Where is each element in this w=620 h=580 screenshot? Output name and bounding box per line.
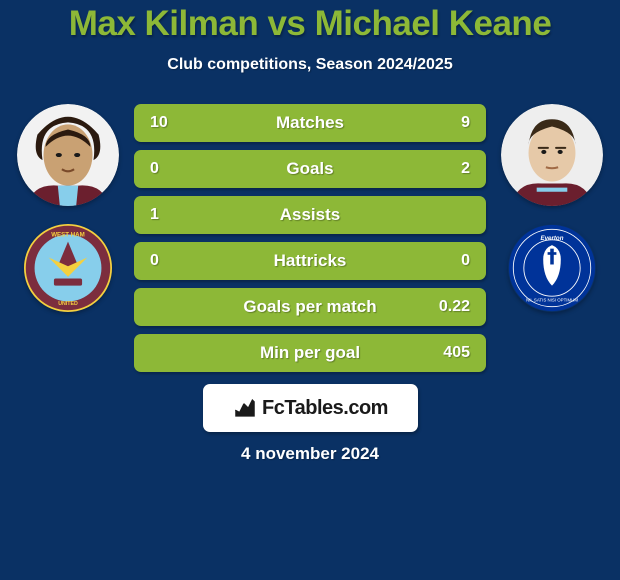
- club-right-crest: Everton NIL SATIS NISI OPTIMUM: [508, 224, 596, 312]
- stat-right-value: 405: [443, 344, 470, 362]
- stat-left-value: 10: [150, 114, 168, 132]
- stat-row: 0 Goals 2: [134, 150, 486, 188]
- stat-right-value: 9: [461, 114, 470, 132]
- stat-right-value: 2: [461, 160, 470, 178]
- stat-row: 0 Hattricks 0: [134, 242, 486, 280]
- chart-icon: [232, 395, 258, 421]
- footer: FcTables.com 4 november 2024: [0, 384, 620, 464]
- stat-label: Goals: [286, 159, 333, 179]
- page-title: Max Kilman vs Michael Keane: [0, 4, 620, 44]
- stat-right-value: 0: [461, 252, 470, 270]
- svg-text:NIL SATIS NISI OPTIMUM: NIL SATIS NISI OPTIMUM: [526, 297, 578, 302]
- avatar-placeholder-icon: [501, 104, 603, 206]
- stat-label: Min per goal: [260, 343, 360, 363]
- right-column: Everton NIL SATIS NISI OPTIMUM: [492, 104, 612, 372]
- stat-label: Assists: [280, 205, 340, 225]
- stat-row: Goals per match 0.22: [134, 288, 486, 326]
- player-right-avatar: [501, 104, 603, 206]
- brand-text: FcTables.com: [262, 397, 388, 420]
- stat-left-value: 1: [150, 206, 159, 224]
- stat-row: 1 Assists: [134, 196, 486, 234]
- player-left-avatar: [17, 104, 119, 206]
- player-left-name: Max Kilman: [69, 4, 259, 43]
- stat-left-value: 0: [150, 160, 159, 178]
- club-left-crest: WEST HAM UNITED: [24, 224, 112, 312]
- crest-icon: Everton NIL SATIS NISI OPTIMUM: [508, 224, 596, 312]
- crest-right-text: Everton: [541, 235, 564, 242]
- stat-right-value: 0.22: [439, 298, 470, 316]
- vs-separator: vs: [267, 4, 305, 43]
- brand-prefix: Fc: [262, 397, 284, 419]
- stat-row: 10 Matches 9: [134, 104, 486, 142]
- stat-row: Min per goal 405: [134, 334, 486, 372]
- crest-left-text: WEST HAM: [51, 231, 85, 238]
- stat-label: Hattricks: [274, 251, 347, 271]
- brand-suffix: Tables.com: [284, 397, 388, 419]
- brand-box: FcTables.com: [203, 384, 418, 432]
- crest-icon: WEST HAM UNITED: [24, 224, 112, 312]
- svg-text:UNITED: UNITED: [58, 301, 78, 307]
- stat-label: Matches: [276, 113, 344, 133]
- date-text: 4 november 2024: [241, 444, 379, 464]
- comparison-card: Max Kilman vs Michael Keane Club competi…: [0, 0, 620, 580]
- content-row: WEST HAM UNITED 10 Matches 9 0 Goals 2 1…: [0, 104, 620, 372]
- stat-left-value: 0: [150, 252, 159, 270]
- player-right-name: Michael Keane: [315, 4, 552, 43]
- subtitle: Club competitions, Season 2024/2025: [0, 56, 620, 74]
- stats-bars: 10 Matches 9 0 Goals 2 1 Assists 0 Hattr…: [128, 104, 492, 372]
- left-column: WEST HAM UNITED: [8, 104, 128, 372]
- avatar-placeholder-icon: [17, 104, 119, 206]
- stat-label: Goals per match: [243, 297, 376, 317]
